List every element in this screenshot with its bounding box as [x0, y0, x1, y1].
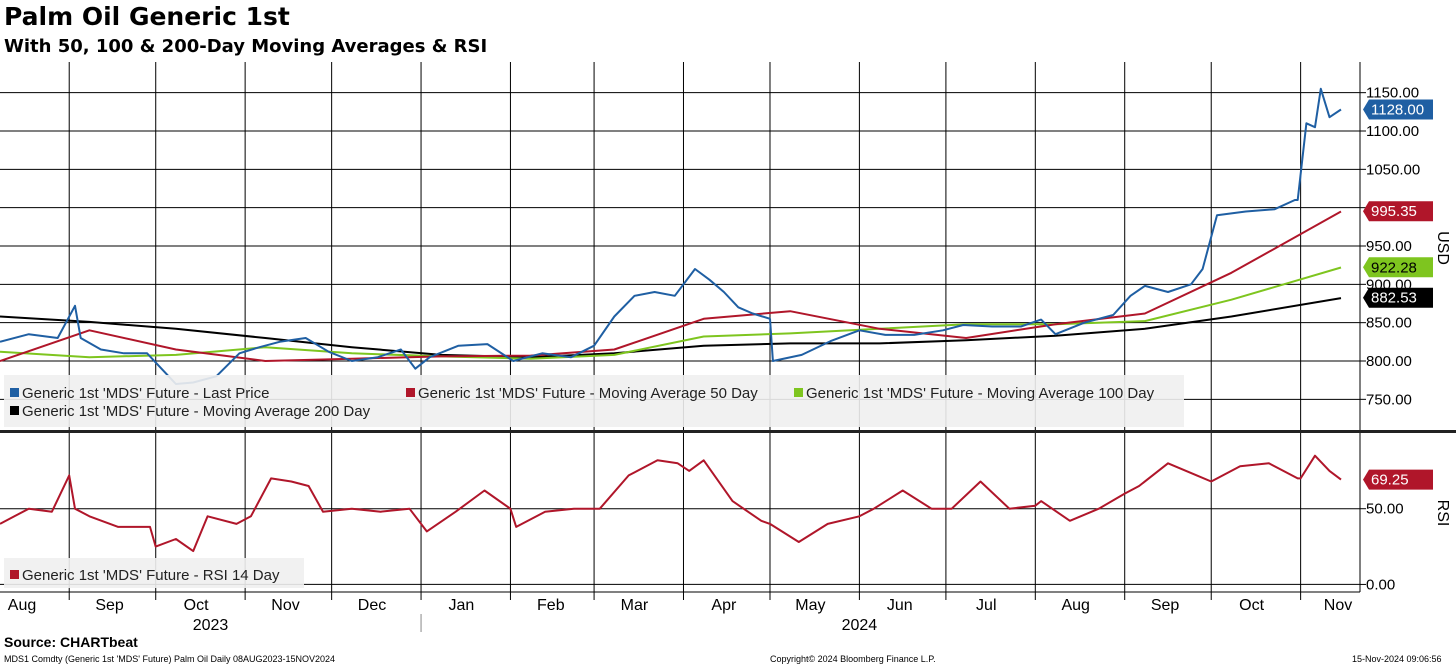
legend-label-rsi: Generic 1st 'MDS' Future - RSI 14 Day — [22, 567, 280, 584]
month-label: Jan — [449, 597, 475, 614]
badge-ma200: 882.53 — [1363, 287, 1433, 308]
y-tick-label-main: 1150.00 — [1366, 85, 1419, 102]
series-line-last_price — [0, 87, 1342, 385]
month-label: Nov — [271, 597, 299, 614]
month-label: Jun — [887, 597, 913, 614]
legend-swatch-ma50 — [406, 388, 415, 397]
month-label: Sep — [95, 597, 124, 614]
legend-swatch-ma100 — [794, 388, 803, 397]
badge-ma100-shape — [1363, 257, 1433, 278]
year-label: 2024 — [842, 617, 878, 634]
month-label: Feb — [537, 597, 565, 614]
y-tick-label-rsi: 50.00 — [1366, 501, 1404, 518]
badge-ma100-text: 922.28 — [1371, 259, 1417, 276]
y-tick-label-main: 750.00 — [1366, 391, 1412, 408]
series-line-ma100 — [0, 266, 1342, 360]
month-label: Mar — [621, 597, 649, 614]
legend-label-last_price: Generic 1st 'MDS' Future - Last Price — [22, 385, 269, 402]
series-line-ma200 — [0, 297, 1342, 359]
legend-layer: Generic 1st 'MDS' Future - Last Price Gen… — [4, 375, 1184, 588]
footer-left-note: MDS1 Comdty (Generic 1st 'MDS' Future) P… — [4, 654, 336, 664]
y-axis-title-rsi: RSI — [1434, 500, 1451, 527]
y-tick-label-main: 850.00 — [1366, 315, 1412, 332]
badge-last-price-shape — [1363, 99, 1433, 120]
month-label: Jul — [976, 597, 996, 614]
y-tick-label-main: 1100.00 — [1366, 123, 1419, 140]
badge-ma100: 922.28 — [1363, 257, 1433, 278]
source-note: Source: CHARTbeat — [4, 634, 138, 650]
y-axis-title-main: USD — [1434, 231, 1451, 265]
year-label: 2023 — [193, 617, 229, 634]
month-label: Apr — [711, 597, 737, 614]
series-layer — [0, 87, 1342, 553]
y-tick-label-main: 800.00 — [1366, 353, 1412, 370]
badge-ma50: 995.35 — [1363, 201, 1433, 222]
series-line-rsi — [0, 454, 1342, 553]
badge-ma200-shape — [1363, 287, 1433, 308]
series-line-ma50 — [0, 210, 1342, 362]
month-label: Nov — [1324, 597, 1352, 614]
badge-ma50-shape — [1363, 201, 1433, 222]
legend-swatch-ma200 — [10, 406, 19, 415]
month-label: Aug — [8, 597, 36, 614]
badge-rsi: 69.25 — [1363, 469, 1433, 490]
badge-rsi-text: 69.25 — [1371, 472, 1409, 489]
panel-frames — [0, 62, 1456, 593]
badge-rsi-shape — [1363, 469, 1433, 490]
month-label: Oct — [1239, 597, 1264, 614]
legend-swatch-rsi — [10, 570, 19, 579]
y-tick-label-rsi: 0.00 — [1366, 576, 1395, 593]
legend-label-ma200: Generic 1st 'MDS' Future - Moving Averag… — [22, 403, 371, 420]
y-tick-label-main: 1050.00 — [1366, 161, 1420, 178]
month-label: May — [795, 597, 825, 614]
y-tick-label-main: 950.00 — [1366, 238, 1412, 255]
month-label: Sep — [1151, 597, 1180, 614]
badge-last-price: 1128.00 — [1363, 99, 1433, 120]
legend-label-ma50: Generic 1st 'MDS' Future - Moving Averag… — [418, 385, 758, 402]
legend-background-rsi — [4, 558, 304, 588]
axis-layer: Aug Sep Oct Nov Dec Jan Feb Mar Apr May Jun Jul Aug S… — [8, 85, 1451, 634]
month-label: Oct — [184, 597, 209, 614]
badge-last-price-text: 1128.00 — [1371, 102, 1424, 119]
badge-ma50-text: 995.35 — [1371, 203, 1417, 220]
chart-title: Palm Oil Generic 1st — [4, 2, 290, 31]
legend-background-main — [4, 375, 1184, 427]
last-value-badges: 1128.00 995.35 922.28 882.53 69.25 — [1363, 99, 1433, 490]
legend-swatch-last_price — [10, 388, 19, 397]
month-label: Dec — [358, 597, 386, 614]
chart-subtitle: With 50, 100 & 200-Day Moving Averages &… — [4, 36, 488, 57]
badge-ma200-text: 882.53 — [1371, 290, 1417, 307]
footer-timestamp: 15-Nov-2024 09:06:56 — [1352, 654, 1442, 664]
legend-label-ma100: Generic 1st 'MDS' Future - Moving Averag… — [806, 385, 1155, 402]
grid-lines — [0, 62, 1360, 592]
month-label: Aug — [1061, 597, 1089, 614]
footer-copyright: Copyright© 2024 Bloomberg Finance L.P. — [770, 654, 936, 664]
